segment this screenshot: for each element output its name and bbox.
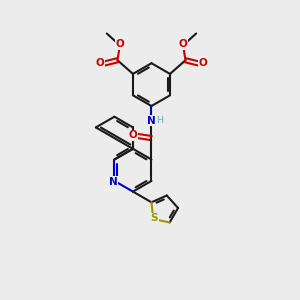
Text: H: H (156, 116, 163, 125)
Text: N: N (109, 177, 118, 187)
Text: O: O (129, 130, 137, 140)
Text: S: S (151, 213, 158, 223)
Text: N: N (146, 116, 155, 126)
Text: O: O (96, 58, 105, 68)
Text: O: O (116, 40, 124, 50)
Text: O: O (178, 40, 187, 50)
Text: O: O (198, 58, 207, 68)
